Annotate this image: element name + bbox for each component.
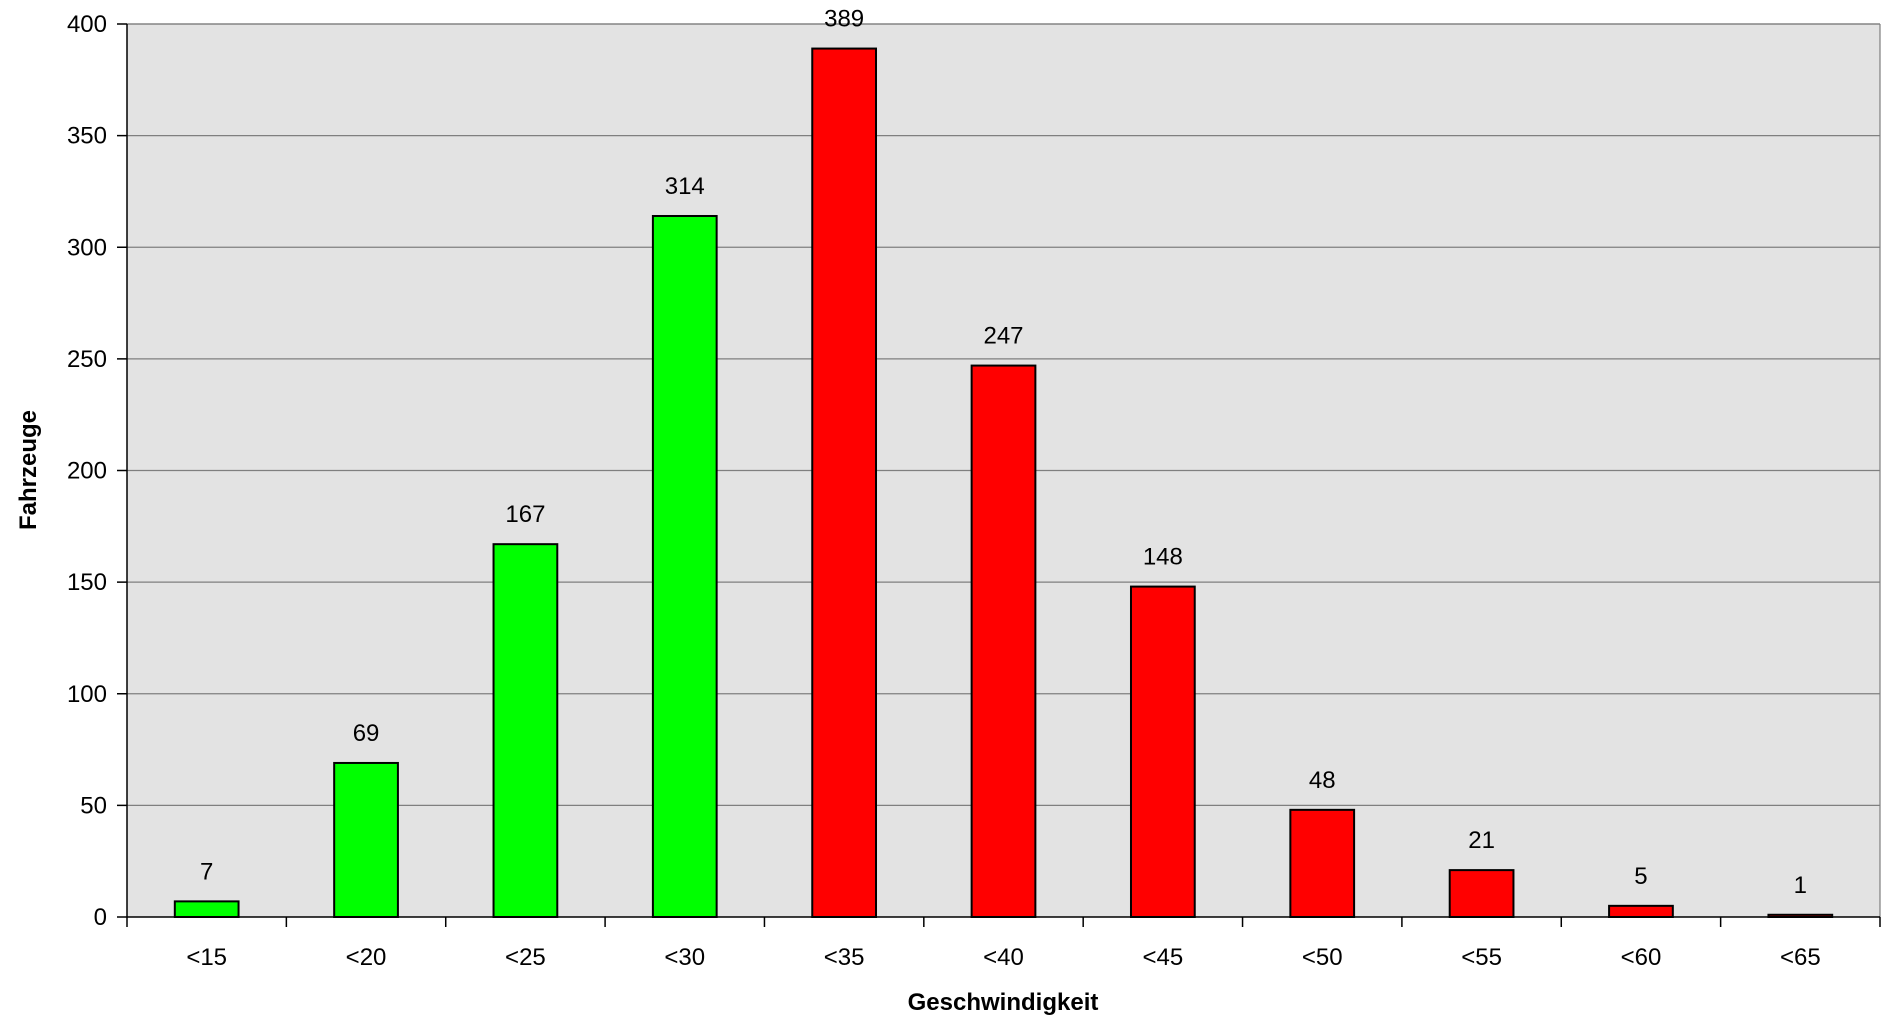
bar [173,900,240,918]
y-tick-label: 150 [67,569,107,596]
y-tick-label: 50 [80,792,107,819]
data-label: 314 [665,173,705,200]
x-tick-label: <45 [1143,944,1184,971]
bars [173,47,1834,919]
data-label: 69 [353,720,380,747]
x-tick-label: <15 [186,944,227,971]
y-axis: 0 50 100 150 200 250 300 350 400 [67,11,128,931]
bar [1448,869,1515,918]
data-label: 148 [1143,544,1183,571]
y-tick-label: 400 [67,11,107,38]
y-axis-title: Fahrzeuge [15,410,42,530]
bar [811,47,878,919]
bar [651,214,718,918]
x-tick-label: <35 [824,944,865,971]
bar [1129,585,1196,919]
bar [333,761,399,919]
x-tick-label: <20 [346,944,387,971]
x-tick-label: <30 [664,944,705,971]
data-label: 247 [983,323,1023,350]
x-tick-label: <40 [983,944,1024,971]
data-label: 7 [200,858,213,885]
x-tick-label: <65 [1780,944,1821,971]
y-tick-label: 200 [67,458,107,485]
data-label: 1 [1794,872,1807,899]
x-tick-label: <60 [1621,944,1662,971]
y-tick-label: 100 [67,681,107,708]
data-label: 5 [1634,863,1647,890]
bar [1608,904,1674,919]
data-label: 389 [824,6,864,33]
x-tick-label: <25 [505,944,546,971]
data-labels: 7 69 167 314 389 247 148 48 21 5 1 [200,6,1807,899]
y-tick-label: 350 [67,123,107,150]
x-axis: <15 <20 <25 <30 <35 <40 <45 <50 <55 <60 <65 [126,916,1881,971]
data-label: 167 [505,501,545,528]
data-label: 21 [1468,827,1495,854]
bar [492,543,559,918]
x-axis-title: Geschwindigkeit [908,989,1099,1016]
data-label: 48 [1309,767,1336,794]
x-tick-label: <55 [1461,944,1502,971]
y-tick-label: 250 [67,346,107,373]
y-tick-label: 300 [67,234,107,261]
bar [970,364,1037,918]
x-tick-label: <50 [1302,944,1343,971]
y-tick-label: 0 [94,904,107,931]
bar [1289,808,1356,919]
